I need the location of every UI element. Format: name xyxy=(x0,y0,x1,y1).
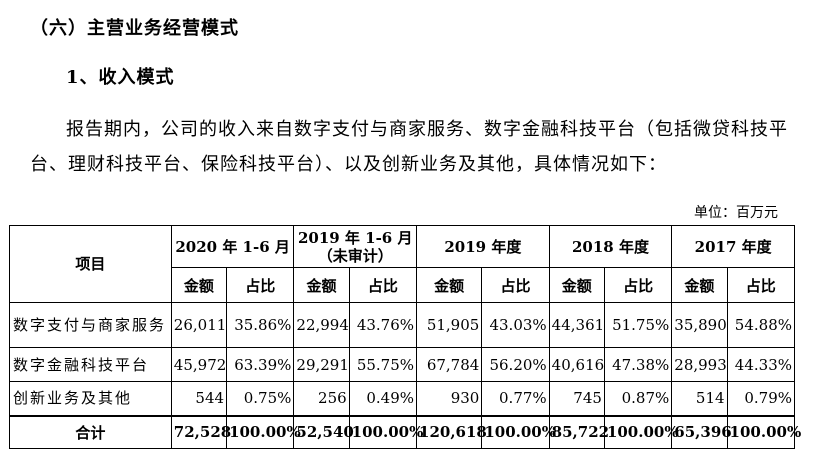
cell: 544 xyxy=(170,381,228,416)
cell: 100.00% xyxy=(481,414,556,449)
cell: 22,994 xyxy=(293,302,350,348)
cell: 45,972 xyxy=(170,347,228,382)
amount-subheader: 金额 xyxy=(671,267,728,303)
cell: 100.00% xyxy=(603,414,679,449)
cell: 29,291 xyxy=(293,347,350,382)
cell: 35.86% xyxy=(226,302,295,348)
revenue-table: 项目 2020 年 1-6 月 2019 年 1-6 月（未审计） 2019 年… xyxy=(9,225,801,449)
total-row: 合计 72,528 100.00% 52,540 100.00% 120,618… xyxy=(9,414,801,449)
amount-subheader: 金额 xyxy=(548,267,605,303)
period-header: 2018 年度 xyxy=(548,225,673,268)
cell: 100.00% xyxy=(348,414,423,449)
cell: 55.75% xyxy=(348,347,418,382)
cell: 51,905 xyxy=(416,302,483,348)
cell: 43.76% xyxy=(348,302,418,348)
total-label: 合计 xyxy=(9,414,172,449)
cell: 40,616 xyxy=(548,347,605,382)
period-header: 2019 年度 xyxy=(416,225,550,268)
cell: 100.00% xyxy=(226,414,301,449)
table-row: 创新业务及其他 544 0.75% 256 0.49% 930 0.77% 74… xyxy=(9,381,796,416)
cell: 0.49% xyxy=(348,381,418,416)
cell: 28,993 xyxy=(671,347,728,382)
row-label: 数字支付与商家服务 xyxy=(9,302,172,348)
section-heading: （六）主营业务经营模式 xyxy=(30,18,239,39)
cell: 514 xyxy=(671,381,728,416)
body-paragraph: 报告期内，公司的收入来自数字支付与商家服务、数字金融科技平台（包括微贷科技平台、… xyxy=(30,119,788,175)
ratio-subheader: 占比 xyxy=(603,267,673,303)
cell: 0.77% xyxy=(481,381,550,416)
ratio-subheader: 占比 xyxy=(348,267,418,303)
period-header: 2017 年度 xyxy=(671,225,795,268)
cell: 120,618 xyxy=(416,414,487,449)
cell: 256 xyxy=(293,381,350,416)
amount-subheader: 金额 xyxy=(416,267,483,303)
cell: 44.33% xyxy=(726,347,796,382)
table-row: 数字金融科技平台 45,972 63.39% 29,291 55.75% 67,… xyxy=(9,347,796,382)
cell: 100.00% xyxy=(726,414,801,449)
cell: 54.88% xyxy=(726,302,796,348)
table-row: 数字支付与商家服务 26,011 35.86% 22,994 43.76% 51… xyxy=(9,302,796,348)
cell: 26,011 xyxy=(170,302,228,348)
cell: 56.20% xyxy=(481,347,550,382)
cell: 85,722 xyxy=(548,414,609,449)
cell: 44,361 xyxy=(548,302,605,348)
row-label: 创新业务及其他 xyxy=(9,381,172,416)
amount-subheader: 金额 xyxy=(293,267,350,303)
cell: 47.38% xyxy=(603,347,673,382)
cell: 72,528 xyxy=(170,414,231,449)
item-header: 项目 xyxy=(9,225,172,303)
cell: 930 xyxy=(416,381,483,416)
ratio-subheader: 占比 xyxy=(481,267,550,303)
period-header: 2020 年 1-6 月 xyxy=(170,225,295,268)
unit-label: 单位：百万元 xyxy=(694,205,778,221)
cell: 63.39% xyxy=(226,347,295,382)
cell: 0.79% xyxy=(726,381,796,416)
cell: 745 xyxy=(548,381,605,416)
period-header: 2019 年 1-6 月（未审计） xyxy=(293,225,418,268)
ratio-subheader: 占比 xyxy=(226,267,295,303)
cell: 35,890 xyxy=(671,302,728,348)
row-label: 数字金融科技平台 xyxy=(9,347,172,382)
cell: 52,540 xyxy=(293,414,354,449)
cell: 0.75% xyxy=(226,381,295,416)
cell: 67,784 xyxy=(416,347,483,382)
cell: 65,396 xyxy=(671,414,732,449)
ratio-subheader: 占比 xyxy=(726,267,796,303)
subsection-heading: 1、收入模式 xyxy=(66,67,175,88)
cell: 51.75% xyxy=(603,302,673,348)
amount-subheader: 金额 xyxy=(170,267,228,303)
cell: 43.03% xyxy=(481,302,550,348)
cell: 0.87% xyxy=(603,381,673,416)
